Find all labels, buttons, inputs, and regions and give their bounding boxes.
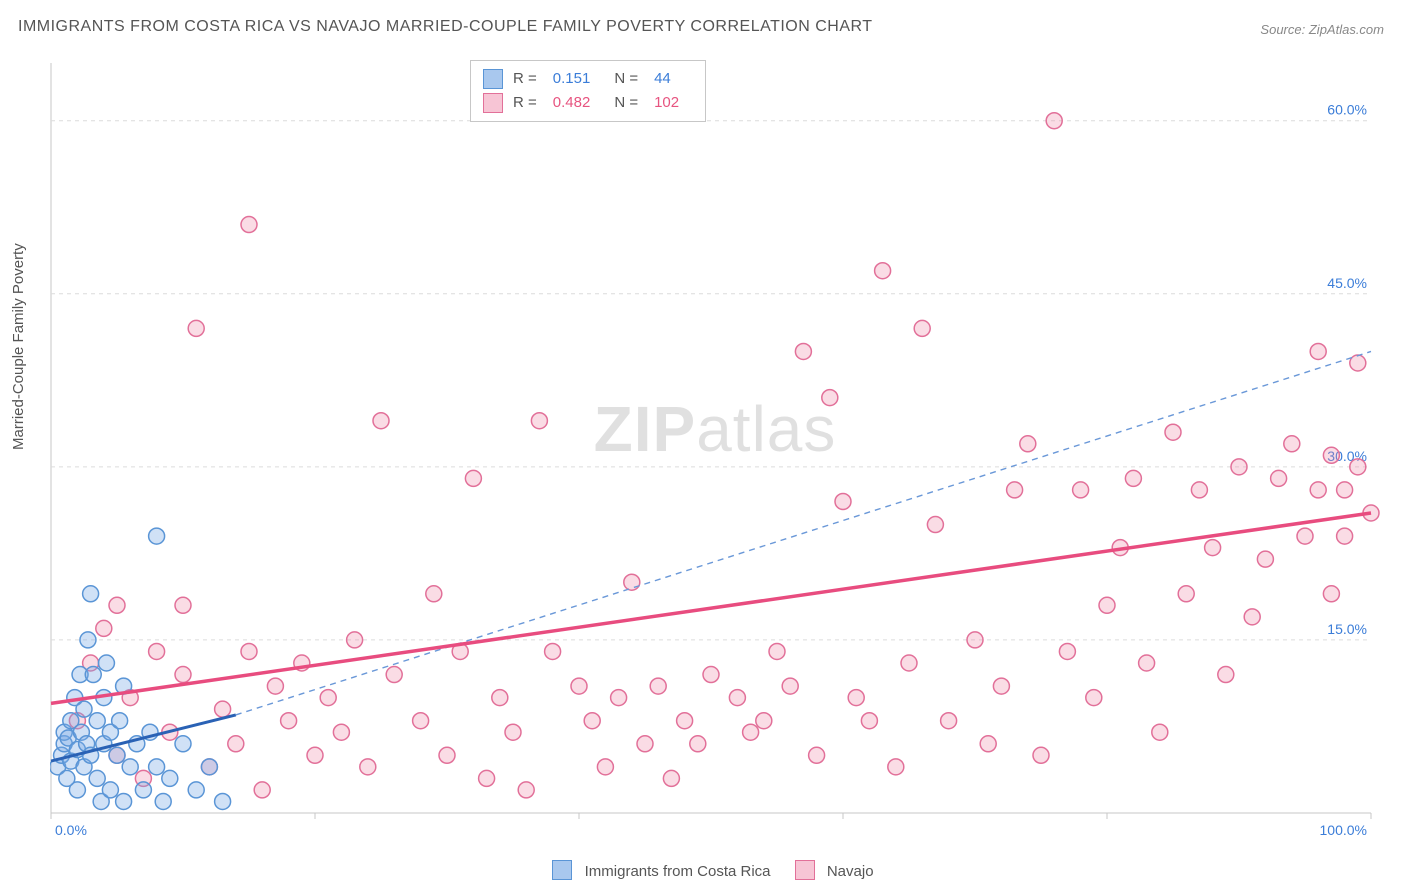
swatch-series-1 (483, 69, 503, 89)
r-value-2: 0.482 (553, 91, 591, 115)
r-label: R = (513, 67, 537, 91)
scatter-chart: 15.0%30.0%45.0%60.0%0.0%100.0% ZIPatlas (50, 58, 1380, 848)
chart-svg: 15.0%30.0%45.0%60.0%0.0%100.0% (50, 58, 1380, 848)
n-label: N = (614, 91, 638, 115)
y-axis-label: Married-Couple Family Poverty (10, 243, 27, 450)
svg-text:45.0%: 45.0% (1327, 275, 1367, 291)
svg-text:15.0%: 15.0% (1327, 621, 1367, 637)
stats-row-series-2: R = 0.482 N = 102 (483, 91, 693, 115)
chart-title: IMMIGRANTS FROM COSTA RICA VS NAVAJO MAR… (18, 18, 873, 36)
source-attribution: Source: ZipAtlas.com (1260, 22, 1384, 37)
svg-text:60.0%: 60.0% (1327, 102, 1367, 118)
legend-label-2: Navajo (827, 863, 874, 880)
correlation-stats-box: R = 0.151 N = 44 R = 0.482 N = 102 (470, 60, 706, 122)
bottom-legend: Immigrants from Costa Rica Navajo (0, 860, 1406, 880)
r-value-1: 0.151 (553, 67, 591, 91)
n-value-1: 44 (654, 67, 671, 91)
stats-row-series-1: R = 0.151 N = 44 (483, 67, 693, 91)
n-label: N = (614, 67, 638, 91)
r-label: R = (513, 91, 537, 115)
legend-swatch-2 (795, 860, 815, 880)
svg-text:100.0%: 100.0% (1320, 822, 1367, 838)
legend-swatch-1 (552, 860, 572, 880)
source-label: Source: (1260, 22, 1305, 37)
source-link[interactable]: ZipAtlas.com (1309, 22, 1384, 37)
n-value-2: 102 (654, 91, 679, 115)
legend-label-1: Immigrants from Costa Rica (585, 863, 771, 880)
swatch-series-2 (483, 93, 503, 113)
svg-text:0.0%: 0.0% (55, 822, 87, 838)
